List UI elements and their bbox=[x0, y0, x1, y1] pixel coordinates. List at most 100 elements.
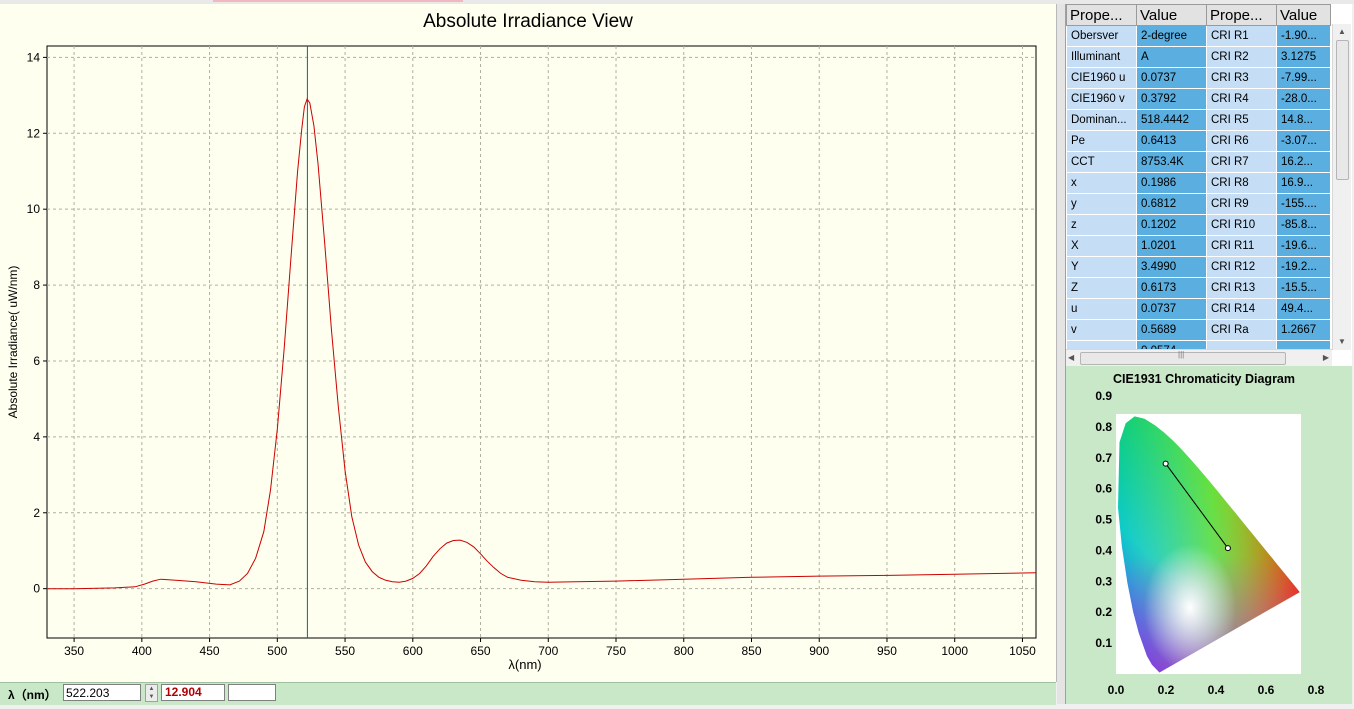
property-value-cell[interactable]: 1.0201 bbox=[1136, 235, 1207, 257]
property-value-cell[interactable]: -1.90... bbox=[1276, 25, 1331, 47]
spectrum-line bbox=[47, 98, 1037, 590]
property-name-cell[interactable]: CRI R12 bbox=[1206, 256, 1277, 278]
plot-area bbox=[46, 45, 1037, 639]
column-header-property-1[interactable]: Prope... bbox=[1066, 4, 1137, 26]
property-name-cell[interactable]: Pe bbox=[1066, 130, 1137, 152]
table-row[interactable]: u 0.0737 CRI R14 49.4... bbox=[1066, 298, 1331, 320]
property-value-cell[interactable]: -19.2... bbox=[1276, 256, 1331, 278]
wavelength-spinner[interactable]: ▲ ▼ bbox=[145, 684, 158, 702]
table-row[interactable]: CCT 8753.4K CRI R7 16.2... bbox=[1066, 151, 1331, 173]
property-value-cell[interactable]: A bbox=[1136, 46, 1207, 68]
column-header-value-2[interactable]: Value bbox=[1276, 4, 1331, 26]
property-name-cell[interactable]: v bbox=[1066, 319, 1137, 341]
property-name-cell[interactable]: Z bbox=[1066, 277, 1137, 299]
panel-splitter[interactable] bbox=[1057, 4, 1065, 704]
property-name-cell[interactable]: CIE1960 v bbox=[1066, 88, 1137, 110]
spin-up-icon[interactable]: ▲ bbox=[148, 686, 155, 692]
property-value-cell[interactable]: 0.3792 bbox=[1136, 88, 1207, 110]
property-value-cell[interactable]: -28.0... bbox=[1276, 88, 1331, 110]
property-name-cell[interactable]: x bbox=[1066, 172, 1137, 194]
table-row[interactable]: CIE1960 u 0.0737 CRI R3 -7.99... bbox=[1066, 67, 1331, 89]
horizontal-scrollbar[interactable]: ◀ ||| ▶ bbox=[1066, 349, 1332, 366]
status-bar: λ（nm） ▲▼ 12.904 bbox=[0, 682, 1056, 705]
table-row[interactable]: X 1.0201 CRI R11 -19.6... bbox=[1066, 235, 1331, 257]
property-value-cell[interactable]: -7.99... bbox=[1276, 67, 1331, 89]
property-name-cell[interactable]: CRI R2 bbox=[1206, 46, 1277, 68]
scroll-down-icon[interactable]: ▼ bbox=[1338, 337, 1346, 346]
irradiance-readout: 12.904 bbox=[161, 684, 225, 701]
property-name-cell[interactable]: CRI R8 bbox=[1206, 172, 1277, 194]
spin-down-icon[interactable]: ▼ bbox=[148, 694, 155, 700]
table-row[interactable]: x 0.1986 CRI R8 16.9... bbox=[1066, 172, 1331, 194]
scroll-grip-icon: ||| bbox=[1178, 350, 1185, 359]
property-name-cell[interactable]: CRI R7 bbox=[1206, 151, 1277, 173]
vertical-scrollbar[interactable]: ▲ ▼ bbox=[1332, 24, 1351, 350]
property-name-cell[interactable]: CRI R1 bbox=[1206, 25, 1277, 47]
property-name-cell[interactable]: CRI R6 bbox=[1206, 130, 1277, 152]
property-value-cell[interactable]: 0.6413 bbox=[1136, 130, 1207, 152]
table-row[interactable]: z 0.1202 CRI R10 -85.8... bbox=[1066, 214, 1331, 236]
property-name-cell[interactable]: z bbox=[1066, 214, 1137, 236]
column-header-value-1[interactable]: Value bbox=[1136, 4, 1207, 26]
property-value-cell[interactable]: 16.9... bbox=[1276, 172, 1331, 194]
property-name-cell[interactable]: X bbox=[1066, 235, 1137, 257]
property-name-cell[interactable]: y bbox=[1066, 193, 1137, 215]
property-value-cell[interactable]: 0.0737 bbox=[1136, 67, 1207, 89]
property-value-cell[interactable]: 14.8... bbox=[1276, 109, 1331, 131]
property-name-cell[interactable]: CRI Ra bbox=[1206, 319, 1277, 341]
table-row[interactable]: Dominan... 518.4442 CRI R5 14.8... bbox=[1066, 109, 1331, 131]
property-name-cell[interactable]: Dominan... bbox=[1066, 109, 1137, 131]
table-row[interactable]: v 0.5689 CRI Ra 1.2667 bbox=[1066, 319, 1331, 341]
table-row[interactable]: Pe 0.6413 CRI R6 -3.07... bbox=[1066, 130, 1331, 152]
table-row[interactable]: Z 0.6173 CRI R13 -15.5... bbox=[1066, 277, 1331, 299]
property-value-cell[interactable]: 3.4990 bbox=[1136, 256, 1207, 278]
property-value-cell[interactable]: 0.1986 bbox=[1136, 172, 1207, 194]
property-value-cell[interactable]: 49.4... bbox=[1276, 298, 1331, 320]
property-value-cell[interactable]: -155.... bbox=[1276, 193, 1331, 215]
scroll-left-icon[interactable]: ◀ bbox=[1068, 353, 1075, 362]
property-value-cell[interactable]: 3.1275 bbox=[1276, 46, 1331, 68]
table-row[interactable]: Y 3.4990 CRI R12 -19.2... bbox=[1066, 256, 1331, 278]
table-row[interactable]: CIE1960 v 0.3792 CRI R4 -28.0... bbox=[1066, 88, 1331, 110]
cie-x-tick-label: 0.2 bbox=[1158, 683, 1175, 697]
column-header-property-2[interactable]: Prope... bbox=[1206, 4, 1277, 26]
scroll-up-icon[interactable]: ▲ bbox=[1338, 27, 1346, 36]
x-tick-label: 750 bbox=[606, 644, 626, 658]
table-row[interactable]: Illuminant A CRI R2 3.1275 bbox=[1066, 46, 1331, 68]
property-name-cell[interactable]: Y bbox=[1066, 256, 1137, 278]
property-name-cell[interactable]: CRI R9 bbox=[1206, 193, 1277, 215]
property-name-cell[interactable]: CRI R10 bbox=[1206, 214, 1277, 236]
property-value-cell[interactable]: 2-degree bbox=[1136, 25, 1207, 47]
property-value-cell[interactable]: 16.2... bbox=[1276, 151, 1331, 173]
property-name-cell[interactable]: CRI R14 bbox=[1206, 298, 1277, 320]
property-name-cell[interactable]: Illuminant bbox=[1066, 46, 1137, 68]
scroll-right-icon[interactable]: ▶ bbox=[1322, 353, 1329, 362]
property-name-cell[interactable]: CIE1960 u bbox=[1066, 67, 1137, 89]
property-value-cell[interactable]: 518.4442 bbox=[1136, 109, 1207, 131]
property-value-cell[interactable]: -85.8... bbox=[1276, 214, 1331, 236]
property-value-cell[interactable]: -15.5... bbox=[1276, 277, 1331, 299]
property-name-cell[interactable]: CCT bbox=[1066, 151, 1137, 173]
property-value-cell[interactable]: 0.0737 bbox=[1136, 298, 1207, 320]
table-row[interactable]: Obersver 2-degree CRI R1 -1.90... bbox=[1066, 25, 1331, 47]
property-name-cell[interactable]: CRI R13 bbox=[1206, 277, 1277, 299]
property-name-cell[interactable]: CRI R4 bbox=[1206, 88, 1277, 110]
property-value-cell[interactable]: -3.07... bbox=[1276, 130, 1331, 152]
property-value-cell[interactable]: -19.6... bbox=[1276, 235, 1331, 257]
property-value-cell[interactable]: 0.6812 bbox=[1136, 193, 1207, 215]
property-name-cell[interactable]: Obersver bbox=[1066, 25, 1137, 47]
table-row[interactable]: y 0.6812 CRI R9 -155.... bbox=[1066, 193, 1331, 215]
property-value-cell[interactable]: 0.6173 bbox=[1136, 277, 1207, 299]
vertical-scroll-thumb[interactable] bbox=[1336, 40, 1349, 180]
property-name-cell[interactable]: CRI R3 bbox=[1206, 67, 1277, 89]
property-name-cell[interactable]: CRI R5 bbox=[1206, 109, 1277, 131]
property-name-cell[interactable]: u bbox=[1066, 298, 1137, 320]
property-value-cell[interactable]: 0.1202 bbox=[1136, 214, 1207, 236]
property-name-cell[interactable]: CRI R11 bbox=[1206, 235, 1277, 257]
property-value-cell[interactable]: 1.2667 bbox=[1276, 319, 1331, 341]
property-value-cell[interactable]: 8753.4K bbox=[1136, 151, 1207, 173]
y-tick-label: 6 bbox=[33, 354, 40, 368]
horizontal-scroll-thumb[interactable] bbox=[1080, 352, 1286, 365]
property-value-cell[interactable]: 0.5689 bbox=[1136, 319, 1207, 341]
wavelength-input[interactable] bbox=[63, 684, 141, 701]
